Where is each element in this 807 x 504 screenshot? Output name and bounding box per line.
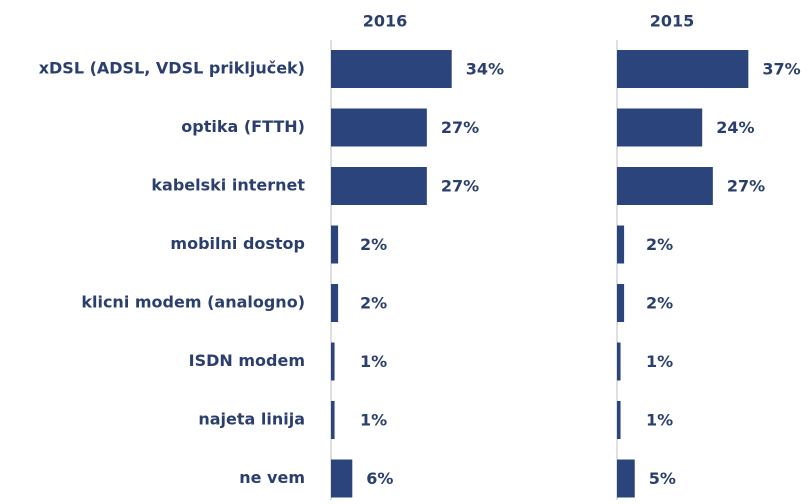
bar [331,167,427,205]
value-label: 1% [360,352,387,371]
bar [617,459,635,498]
panel-title: 2016 [363,12,408,31]
bar [617,401,621,439]
category-label: mobilni dostop [170,234,305,253]
bar [617,225,625,264]
value-label: 27% [727,177,765,196]
value-label: 6% [366,469,393,488]
bar [331,459,353,498]
category-label: kabelski internet [151,176,305,195]
value-label: 34% [466,60,504,79]
bar [617,50,749,88]
value-label: 24% [716,118,754,137]
bar [331,342,335,381]
category-label: najeta linija [198,410,305,429]
category-label: klicni modem (analogno) [81,293,305,312]
bar [331,225,339,264]
bar [617,167,713,205]
value-label: 37% [762,60,800,79]
category-label: optika (FTTH) [181,117,305,136]
value-label: 27% [441,177,479,196]
bar [331,50,452,88]
value-label: 2% [360,235,387,254]
value-label: 1% [360,411,387,430]
value-label: 2% [646,235,673,254]
bar [617,342,621,381]
bar [331,108,427,147]
panel-title: 2015 [650,12,695,31]
bar [331,401,335,439]
value-label: 27% [441,118,479,137]
bar [331,284,339,322]
bar [617,108,703,147]
value-label: 2% [646,294,673,313]
bar [617,284,625,322]
value-label: 5% [649,469,676,488]
category-label: xDSL (ADSL, VDSL priključek) [39,59,305,78]
category-label: ISDN modem [189,351,305,370]
value-label: 1% [646,411,673,430]
value-label: 2% [360,294,387,313]
category-label: ne vem [239,468,305,487]
value-label: 1% [646,352,673,371]
